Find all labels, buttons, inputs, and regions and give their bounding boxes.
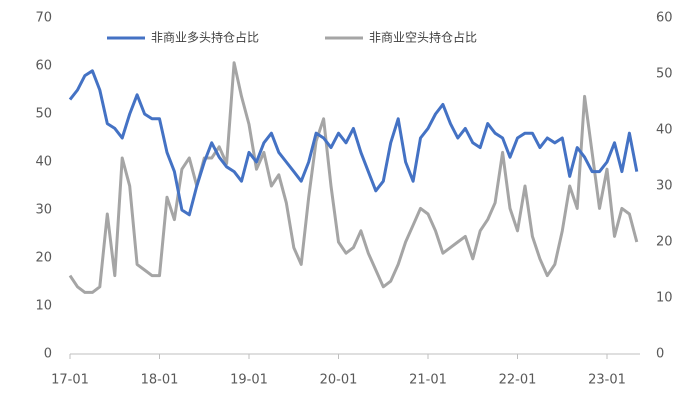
x-tick-label: 23-01 bbox=[588, 373, 626, 388]
y-tick-label: 50 bbox=[35, 107, 52, 122]
x-tick-label: 21-01 bbox=[409, 373, 447, 388]
y-tick-label: 40 bbox=[35, 155, 52, 170]
series-line bbox=[68, 61, 639, 294]
x-tick-label: 22-01 bbox=[499, 373, 537, 388]
y2-tick-label: 0 bbox=[656, 347, 664, 362]
y2-tick-label: 60 bbox=[656, 11, 673, 26]
y2-tick-label: 30 bbox=[656, 179, 673, 194]
y2-tick-label: 40 bbox=[656, 123, 673, 138]
legend-label: 非商业多头持仓占比 bbox=[151, 30, 259, 45]
y-tick-label: 70 bbox=[35, 11, 52, 26]
x-tick-label: 19-01 bbox=[230, 373, 268, 388]
y-tick-label: 0 bbox=[44, 347, 52, 362]
y-tick-label: 30 bbox=[35, 203, 52, 218]
y2-tick-label: 50 bbox=[656, 67, 673, 82]
series-line bbox=[68, 69, 639, 217]
x-tick-label: 20-01 bbox=[320, 373, 358, 388]
y2-tick-label: 10 bbox=[656, 291, 673, 306]
x-tick-label: 17-01 bbox=[51, 373, 89, 388]
y-tick-label: 10 bbox=[35, 299, 52, 314]
y2-tick-label: 20 bbox=[656, 235, 673, 250]
legend-label: 非商业空头持仓占比 bbox=[369, 30, 477, 45]
x-tick-label: 18-01 bbox=[141, 373, 179, 388]
y-tick-label: 20 bbox=[35, 251, 52, 266]
y-tick-label: 60 bbox=[35, 59, 52, 74]
